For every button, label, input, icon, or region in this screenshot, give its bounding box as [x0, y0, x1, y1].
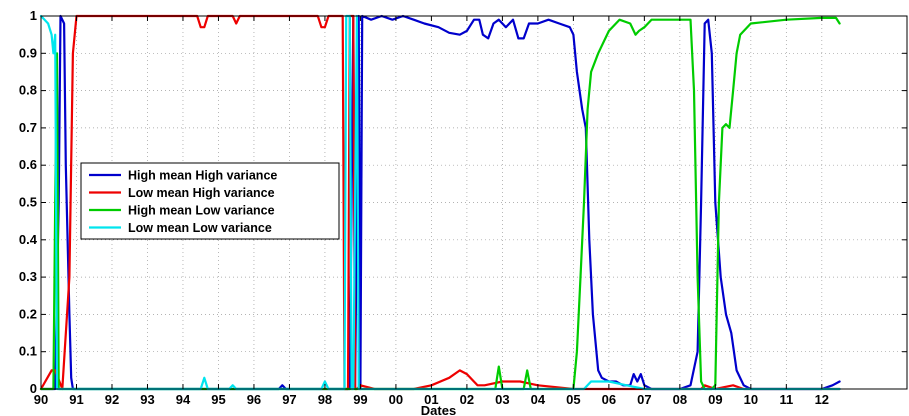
y-tick-label: 0.4 [19, 232, 38, 247]
x-tick-label: 96 [247, 392, 261, 407]
x-tick-label: 10 [744, 392, 758, 407]
y-tick-label: 0.9 [19, 45, 37, 60]
y-tick-label: 0.6 [19, 157, 37, 172]
legend-label: High mean Low variance [128, 204, 275, 218]
x-tick-label: 07 [637, 392, 651, 407]
x-tick-label: 99 [353, 392, 367, 407]
x-tick-label: 90 [34, 392, 48, 407]
x-tick-label: 92 [105, 392, 119, 407]
x-tick-label: 94 [176, 392, 191, 407]
y-tick-label: 0.3 [19, 269, 37, 284]
legend-label: Low mean Low variance [128, 221, 272, 235]
y-tick-label: 0.1 [19, 344, 37, 359]
x-tick-label: 00 [389, 392, 403, 407]
y-axis: 0 0.1 0.2 0.3 0.4 0.5 0.6 0.7 0.8 0.9 1 [19, 8, 907, 396]
series-line-3 [39, 16, 841, 391]
legend: High mean High variance Low mean High var… [80, 162, 340, 240]
legend-box [80, 162, 340, 240]
y-tick-label: 0 [30, 381, 37, 396]
x-axis: 90 91 92 93 94 95 96 97 98 99 00 01 02 03 04 05 06 07 08 09… [34, 16, 829, 407]
x-tick-label: 11 [779, 392, 793, 407]
x-tick-label: 12 [815, 392, 829, 407]
x-tick-label: 02 [460, 392, 474, 407]
x-tick-label: 95 [211, 392, 225, 407]
x-tick-label: 06 [602, 392, 616, 407]
y-tick-label: 1 [30, 8, 37, 23]
x-axis-label: Dates [421, 403, 456, 416]
x-tick-label: 08 [673, 392, 687, 407]
y-tick-label: 0.7 [19, 120, 37, 135]
x-tick-label: 09 [708, 392, 722, 407]
x-tick-label: 04 [531, 392, 546, 407]
legend-label: Low mean High variance [128, 186, 275, 200]
legend-label: High mean High variance [128, 169, 277, 183]
x-tick-label: 93 [140, 392, 154, 407]
x-tick-label: 05 [566, 392, 580, 407]
y-tick-label: 0.8 [19, 83, 37, 98]
series-line-4 [39, 14, 841, 391]
x-tick-label: 97 [282, 392, 296, 407]
x-tick-label: 03 [495, 392, 509, 407]
x-tick-label: 91 [69, 392, 83, 407]
y-tick-label: 0.2 [19, 306, 37, 321]
x-tick-label: 98 [318, 392, 332, 407]
y-tick-label: 0.5 [19, 195, 37, 210]
x-tick-label: 01 [424, 392, 438, 407]
